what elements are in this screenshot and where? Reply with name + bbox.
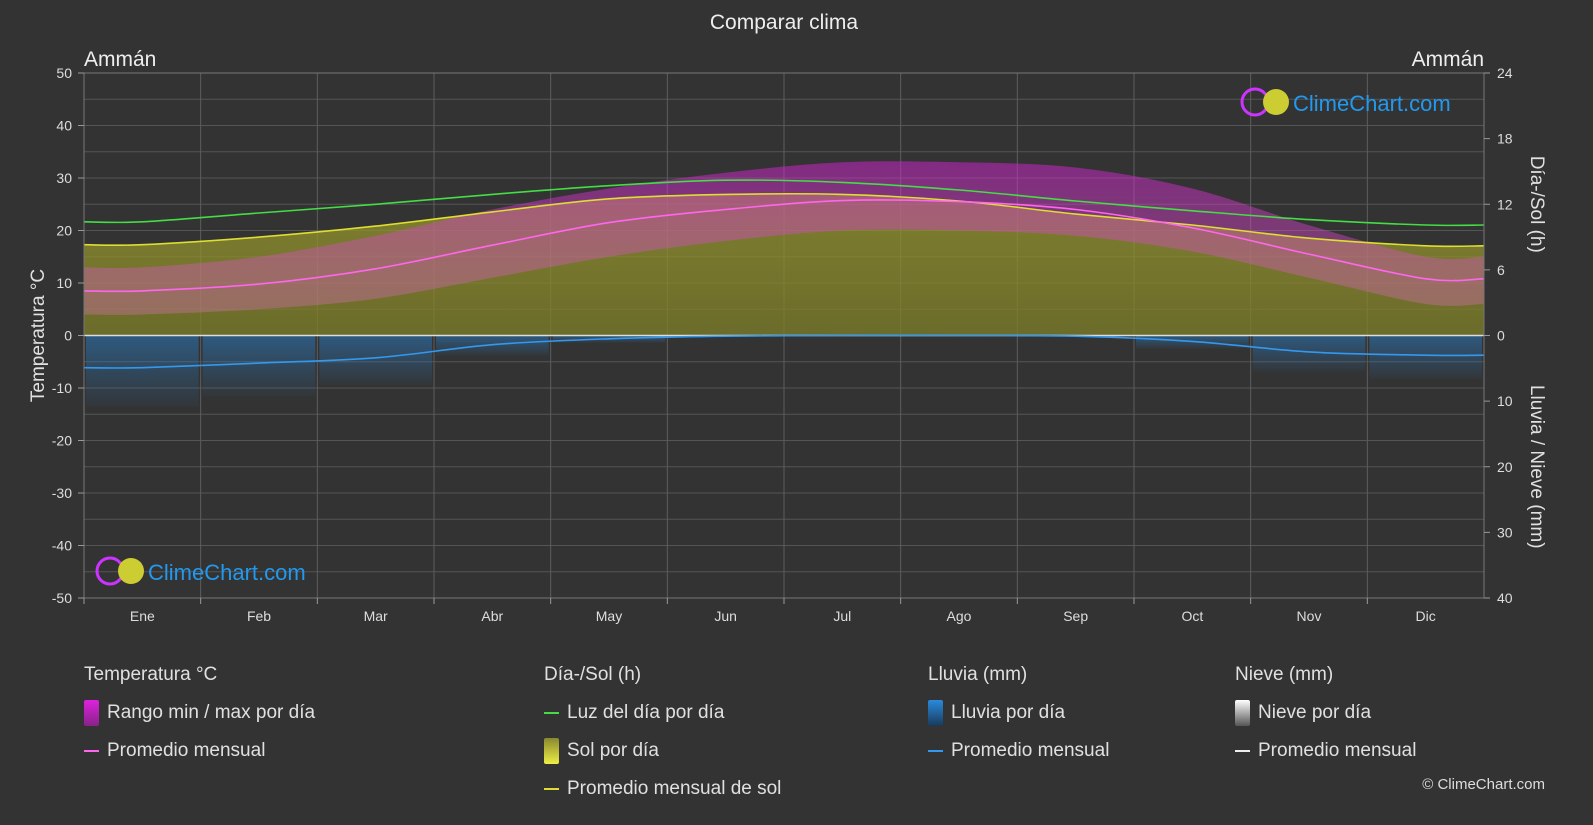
legend-rain: Lluvia (mm) Lluvia por día Promedio mens… <box>928 662 1109 776</box>
temp-range-swatch-icon <box>84 700 99 726</box>
legend-label: Promedio mensual <box>107 740 266 761</box>
x-tick-label: Jul <box>833 608 851 624</box>
sunshine-avg-line <box>83 192 1485 248</box>
daylight-line-icon <box>544 712 559 714</box>
legend-label: Lluvia por día <box>951 702 1066 723</box>
y3-tick-label: 20 <box>1497 459 1513 475</box>
y2-axis-title: Día-/Sol (h) <box>1526 156 1547 253</box>
legend-temperature: Temperatura °C Rango min / max por día P… <box>84 662 315 776</box>
temperature-avg-line <box>83 199 1485 293</box>
y2-tick-label: 12 <box>1497 196 1513 212</box>
y-axis-title: Temperatura °C <box>28 269 49 402</box>
y2-tick-label: 24 <box>1497 65 1513 81</box>
y-tick-label: 30 <box>56 170 72 186</box>
y-tick-label: 10 <box>56 275 72 291</box>
legend-label: Nieve por día <box>1258 702 1372 723</box>
y-tick-label: 20 <box>56 223 72 239</box>
rain-avg-line <box>83 334 1485 369</box>
rain-bar <box>86 335 199 407</box>
watermark-text: ClimeChart.com <box>1293 91 1451 116</box>
y-tick-label: 50 <box>56 65 72 81</box>
legend-snow-daily: Nieve por día <box>1235 700 1416 726</box>
legend-sun-title: Día-/Sol (h) <box>544 664 642 685</box>
rain-bar <box>436 335 549 356</box>
legend-temp-avg: Promedio mensual <box>84 738 315 764</box>
rain-bar <box>1369 335 1482 379</box>
copyright: © ClimeChart.com <box>1422 776 1545 793</box>
legend-sun-avg: Promedio mensual de sol <box>544 776 781 802</box>
watermark-top: ClimeChart.com <box>1240 87 1451 117</box>
x-tick-label: Oct <box>1181 608 1203 624</box>
legend-label: Promedio mensual de sol <box>567 778 782 799</box>
legend-daylight: Luz del día por día <box>544 700 781 726</box>
legend-temp-title: Temperatura °C <box>84 664 218 685</box>
rain-bar <box>202 335 316 397</box>
y2-tick-label: 0 <box>1497 328 1505 344</box>
y2-tick-label: 6 <box>1497 262 1505 278</box>
x-tick-label: Dic <box>1416 608 1436 624</box>
x-tick-label: Ago <box>947 608 972 624</box>
y-tick-label: -50 <box>52 590 72 606</box>
y-tick-label: -20 <box>52 433 72 449</box>
legend-temp-range: Rango min / max por día <box>84 700 315 726</box>
legend-rain-daily: Lluvia por día <box>928 700 1109 726</box>
city-left-label: Ammán <box>84 48 156 71</box>
temperature-range-band <box>84 161 1484 315</box>
y-tick-label: -10 <box>52 380 72 396</box>
x-tick-label: Ene <box>130 608 155 624</box>
y3-tick-label: 10 <box>1497 393 1513 409</box>
snow-swatch-icon <box>1235 700 1250 726</box>
chart-title: Comparar clima <box>710 11 859 34</box>
legend-label: Promedio mensual <box>951 740 1110 761</box>
legend-label: Luz del día por día <box>567 702 725 723</box>
y-tick-label: -30 <box>52 485 72 501</box>
legend-sunshine: Sol por día <box>544 738 781 764</box>
y3-axis-title: Lluvia / Nieve (mm) <box>1526 385 1547 549</box>
y-tick-label: 40 <box>56 118 72 134</box>
legend-snow: Nieve (mm) Nieve por día Promedio mensua… <box>1235 662 1416 776</box>
legend-snow-avg: Promedio mensual <box>1235 738 1416 764</box>
y2-tick-label: 18 <box>1497 131 1513 147</box>
legend-label: Rango min / max por día <box>107 702 316 723</box>
city-right-label: Ammán <box>1412 48 1484 71</box>
x-tick-label: Mar <box>364 608 388 624</box>
legend-sun: Día-/Sol (h) Luz del día por día Sol por… <box>544 662 781 814</box>
legend-rain-title: Lluvia (mm) <box>928 664 1028 685</box>
legend-label: Sol por día <box>567 740 659 761</box>
x-tick-label: Abr <box>481 608 503 624</box>
x-tick-label: Jun <box>714 608 737 624</box>
sun-avg-line-icon <box>544 788 559 790</box>
legend-snow-title: Nieve (mm) <box>1235 664 1334 685</box>
rain-swatch-icon <box>928 700 943 726</box>
x-tick-label: May <box>596 608 622 624</box>
temp-avg-line-icon <box>84 750 99 752</box>
rain-avg-line-icon <box>928 750 943 752</box>
y3-tick-label: 40 <box>1497 590 1513 606</box>
watermark-text: ClimeChart.com <box>148 560 306 585</box>
snow-avg-line-icon <box>1235 750 1250 752</box>
y3-tick-label: 30 <box>1497 524 1513 540</box>
watermark-bottom: ClimeChart.com <box>95 556 306 586</box>
x-tick-label: Nov <box>1297 608 1322 624</box>
legend-rain-avg: Promedio mensual <box>928 738 1109 764</box>
x-tick-label: Feb <box>247 608 271 624</box>
sun-swatch-icon <box>544 738 559 764</box>
y-tick-label: 0 <box>64 328 72 344</box>
daylight-line <box>83 179 1485 227</box>
legend-label: Promedio mensual <box>1258 740 1417 761</box>
x-tick-label: Sep <box>1063 608 1088 624</box>
y-tick-label: -40 <box>52 538 72 554</box>
